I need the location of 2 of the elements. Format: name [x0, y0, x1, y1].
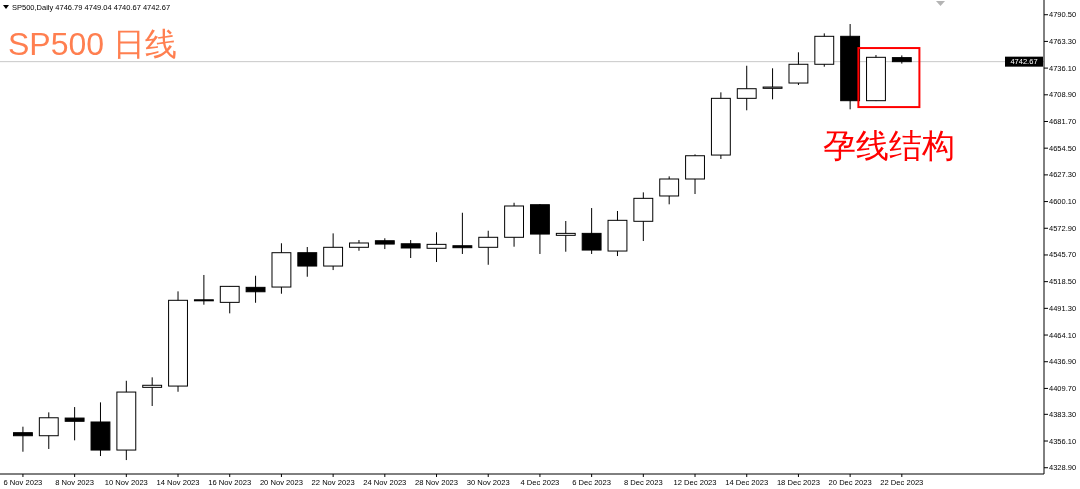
annotation: 孕线结构 — [822, 127, 955, 165]
text: SP500 日线 — [8, 26, 177, 62]
